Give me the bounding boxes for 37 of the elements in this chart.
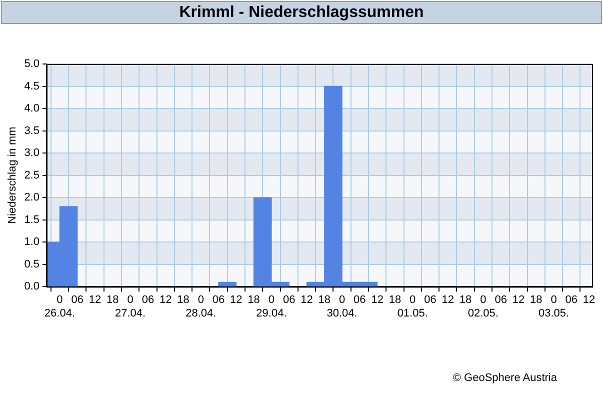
x-tick-label: 12 bbox=[442, 294, 454, 306]
x-tick-label: 06 bbox=[354, 294, 366, 306]
chart-title: Krimml - Niederschlagssummen bbox=[1, 1, 602, 24]
x-tick-label: 18 bbox=[248, 294, 260, 306]
x-tick-label: 18 bbox=[459, 294, 472, 306]
y-tick-label: 1.0 bbox=[24, 236, 40, 248]
x-tick-label: 06 bbox=[424, 294, 436, 306]
x-tick-label: 18 bbox=[318, 294, 331, 306]
y-tick-label: 5.0 bbox=[24, 58, 40, 70]
x-tick-label: 12 bbox=[371, 294, 384, 306]
x-tick-label: 12 bbox=[582, 294, 596, 306]
y-tick-label: 0.0 bbox=[24, 280, 40, 293]
y-tick-label: 3.0 bbox=[24, 147, 40, 160]
y-tick-label: 4.0 bbox=[24, 102, 40, 115]
x-tick-label: 06 bbox=[71, 294, 84, 306]
x-tick-label: 06 bbox=[282, 294, 296, 306]
y-tick-label: 2.0 bbox=[24, 192, 40, 204]
x-tick-label: 12 bbox=[512, 294, 525, 306]
x-tick-label: 18 bbox=[530, 294, 542, 306]
x-tick-label: 06 bbox=[565, 294, 578, 306]
y-tick-label: 2.5 bbox=[24, 169, 40, 182]
y-tick-label: 3.5 bbox=[24, 124, 40, 137]
y-tick-label: 0.5 bbox=[24, 258, 40, 270]
x-tick-label: 12 bbox=[300, 294, 313, 306]
y-axis-title: Niederschlag in mm bbox=[6, 126, 19, 224]
x-tick-label: 18 bbox=[388, 294, 402, 306]
x-tick-label: 18 bbox=[177, 294, 190, 306]
y-tick-label: 1.5 bbox=[24, 214, 40, 226]
y-tick-label: 4.5 bbox=[24, 80, 40, 92]
x-tick-label: 12 bbox=[88, 294, 102, 306]
x-tick-label: 06 bbox=[142, 294, 154, 306]
text: © GeoSphere Austria bbox=[452, 372, 557, 384]
x-tick-label: 06 bbox=[212, 294, 225, 306]
x-tick-label: 12 bbox=[230, 294, 242, 306]
x-tick-label: 06 bbox=[494, 294, 507, 306]
x-tick-label: 12 bbox=[159, 294, 172, 306]
x-tick-label: 18 bbox=[106, 294, 119, 306]
